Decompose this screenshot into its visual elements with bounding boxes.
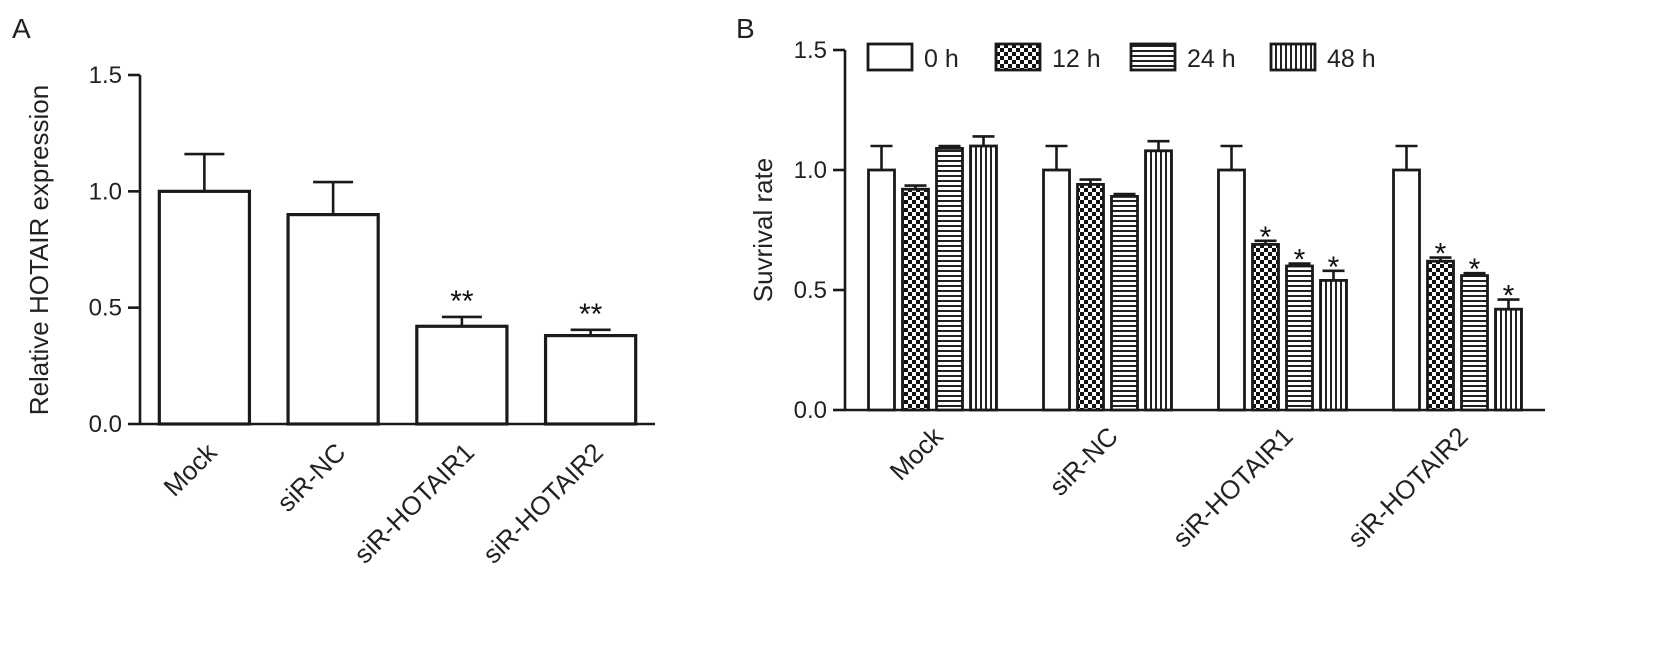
panel-a-y-axis-label: Relative HOTAIR expression bbox=[24, 85, 54, 415]
panel-b-bar bbox=[1392, 168, 1421, 412]
panel-b-significance-label: * bbox=[1260, 221, 1272, 254]
panel-a-bar bbox=[286, 213, 380, 426]
panel-b-bar bbox=[1426, 259, 1455, 412]
panel-b-y-tick-label: 1.0 bbox=[794, 157, 827, 184]
panel-b-bars: * * * * * * bbox=[867, 135, 1523, 412]
panel-b-category-label: siR-HOTAIR2 bbox=[1342, 421, 1474, 553]
panel-b-bar bbox=[1217, 168, 1246, 412]
panel-b-y-tick-label: 0.0 bbox=[794, 397, 827, 424]
panel-a-y-tick-label: 1.5 bbox=[89, 62, 122, 89]
panel-a-y-tick-label: 0.0 bbox=[89, 411, 122, 438]
panel-b-y-tick-label: 0.5 bbox=[794, 277, 827, 304]
panel-b-category-label: siR-NC bbox=[1043, 421, 1123, 501]
legend-swatch bbox=[1269, 42, 1317, 72]
panel-b-legend: 0 h 12 h 24 h 48 h bbox=[866, 42, 1376, 73]
panel-b-significance-label: * bbox=[1435, 238, 1447, 271]
panel-b-significance-label: * bbox=[1294, 244, 1306, 277]
panel-a-y-tick-label: 0.5 bbox=[89, 295, 122, 322]
panel-a-significance-label: ** bbox=[579, 298, 603, 331]
legend-label: 48 h bbox=[1327, 45, 1376, 73]
panel-a-bars: ** ** bbox=[157, 152, 638, 426]
panel-b-bar bbox=[1285, 264, 1314, 412]
panel-a-bar bbox=[157, 189, 252, 426]
panel-b-bar bbox=[1076, 182, 1105, 412]
panel-b-bar bbox=[1144, 149, 1173, 412]
panel-b-chart: Suvrival rate 0.0 0.5 1.0 1.5 * * * * * * Mock si… bbox=[748, 37, 1545, 553]
panel-a-y-tick-label: 1.0 bbox=[89, 178, 122, 205]
panel-b-bar bbox=[867, 168, 896, 412]
panel-a-bar bbox=[415, 324, 509, 426]
panel-b-significance-label: * bbox=[1469, 253, 1481, 286]
panel-b-bar bbox=[935, 146, 964, 412]
panel-a-letter: A bbox=[12, 13, 31, 44]
panel-b-bar bbox=[1460, 274, 1489, 412]
legend-label: 12 h bbox=[1052, 45, 1101, 73]
panel-b-bar bbox=[969, 144, 998, 412]
panel-b-category-label: Mock bbox=[884, 420, 950, 486]
panel-b-y-tick-label: 1.5 bbox=[794, 37, 827, 64]
panel-a-category-label: siR-HOTAIR1 bbox=[348, 437, 480, 569]
panel-a-category-label: siR-NC bbox=[271, 437, 351, 517]
legend-label: 24 h bbox=[1187, 45, 1236, 73]
panel-b-bar bbox=[1251, 242, 1280, 412]
panel-b-bar bbox=[1494, 307, 1523, 412]
panel-a-category-label: Mock bbox=[157, 436, 223, 502]
panel-b-y-axis-label: Suvrival rate bbox=[748, 158, 778, 303]
panel-b-significance-label: * bbox=[1503, 280, 1515, 313]
panel-a-bar bbox=[543, 333, 638, 426]
panel-a-chart: Relative HOTAIR expression 0.00.51.01.5 … bbox=[24, 62, 655, 569]
panel-a-significance-label: ** bbox=[450, 285, 474, 318]
panel-b-bar bbox=[1042, 168, 1071, 412]
panel-b-category-labels: Mock siR-NC siR-HOTAIR1 siR-HOTAIR2 bbox=[884, 420, 1474, 553]
panel-b-category-label: siR-HOTAIR1 bbox=[1167, 421, 1299, 553]
panel-b-bar bbox=[1110, 194, 1139, 412]
panel-b-letter: B bbox=[736, 13, 755, 44]
panel-a-category-label: siR-HOTAIR2 bbox=[477, 437, 609, 569]
panel-b-bar bbox=[1319, 278, 1348, 412]
legend-swatch bbox=[994, 42, 1042, 72]
panel-b-significance-label: * bbox=[1328, 251, 1340, 284]
legend-swatch bbox=[866, 42, 914, 72]
legend-swatch bbox=[1129, 42, 1177, 72]
legend-label: 0 h bbox=[924, 45, 959, 73]
panel-b-bar bbox=[901, 187, 930, 412]
